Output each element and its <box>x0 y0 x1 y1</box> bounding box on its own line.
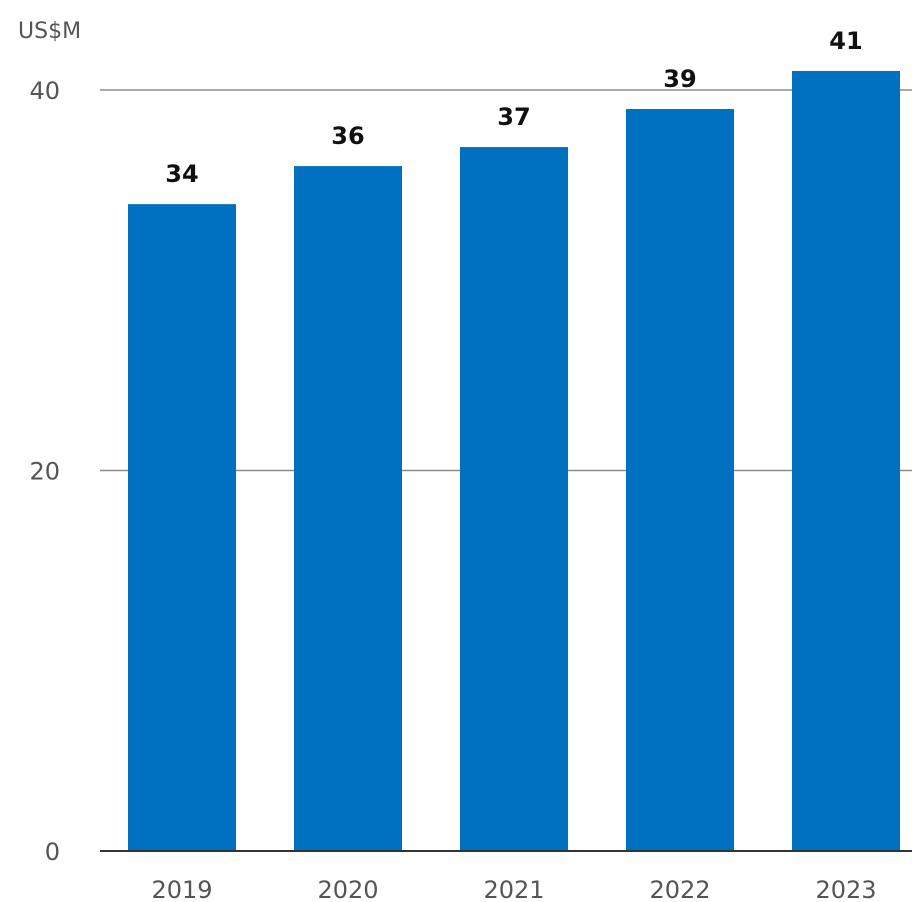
x-tick-label-2021: 2021 <box>483 876 544 902</box>
y-axis-ticks: 0 20 40 <box>29 77 60 866</box>
y-tick-label-20: 20 <box>29 458 60 486</box>
y-axis-unit-label: US$M <box>18 19 81 44</box>
y-tick-label-0: 0 <box>45 838 60 866</box>
data-label-2019: 34 <box>165 160 198 188</box>
data-labels: 34 36 37 39 41 <box>165 27 862 188</box>
x-tick-label-2023: 2023 <box>815 876 876 902</box>
data-label-2023: 41 <box>829 27 862 55</box>
x-axis-ticks: 2019 2020 2021 2022 2023 <box>151 876 876 902</box>
data-label-2022: 39 <box>663 65 696 93</box>
bars <box>128 70 900 852</box>
bar-2022 <box>626 109 734 851</box>
bar-2019 <box>128 204 236 851</box>
y-tick-label-40: 40 <box>29 77 60 105</box>
data-label-2021: 37 <box>497 103 530 131</box>
x-tick-label-2019: 2019 <box>151 876 212 902</box>
x-tick-label-2022: 2022 <box>649 876 710 902</box>
bar-2021 <box>460 147 568 851</box>
x-tick-label-2020: 2020 <box>317 876 378 902</box>
data-label-2020: 36 <box>331 122 364 150</box>
bar-2023 <box>792 70 900 852</box>
bar-2020 <box>294 166 402 852</box>
